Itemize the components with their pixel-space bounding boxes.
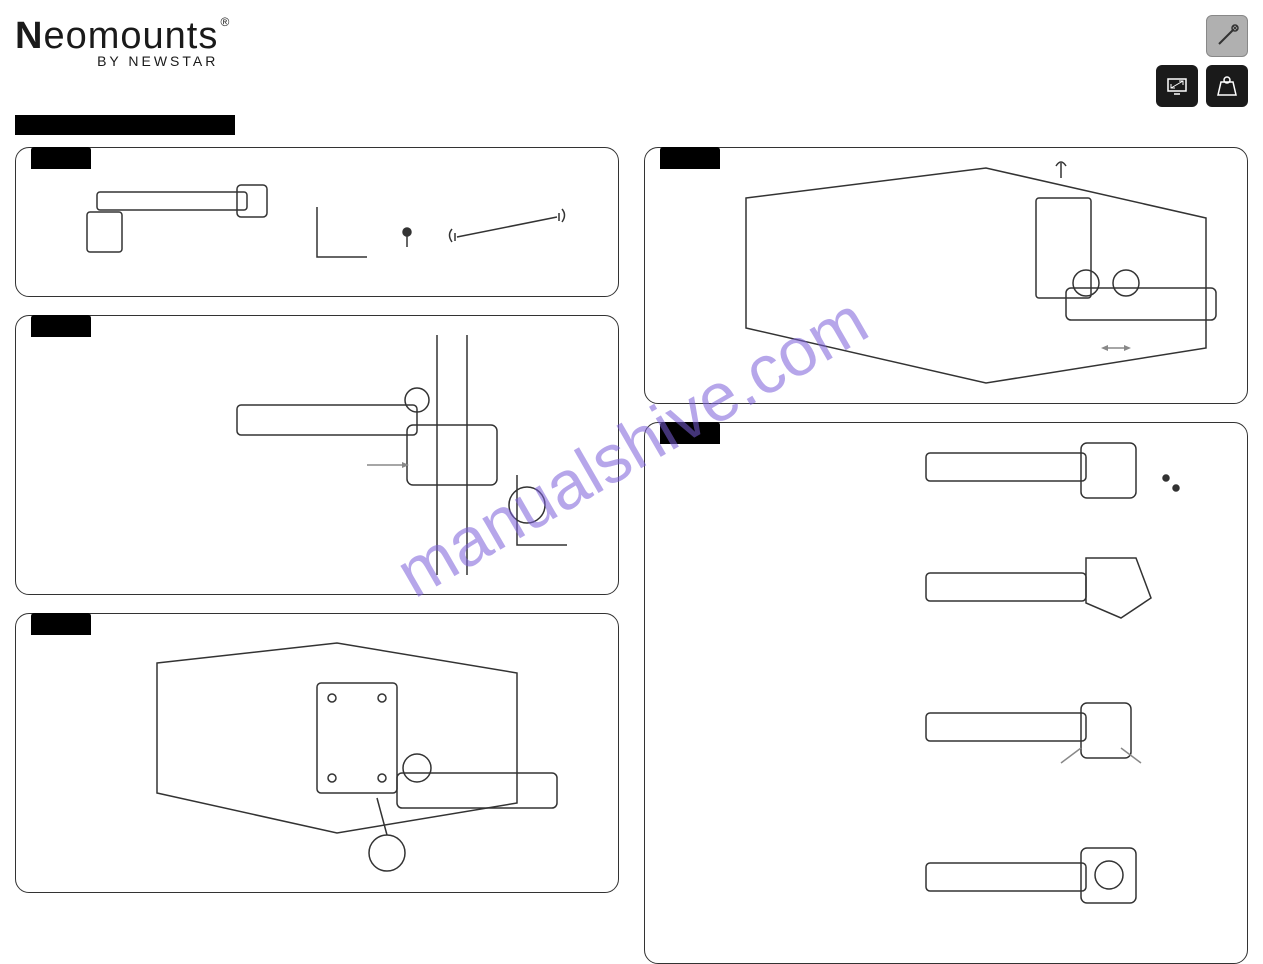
panel-step-clamp xyxy=(15,315,619,595)
title-bar xyxy=(15,115,235,135)
screwdriver-icon xyxy=(1206,15,1248,57)
info-icons xyxy=(1156,15,1248,107)
weight-icon xyxy=(1206,65,1248,107)
header: Neomounts BY NEWSTAR xyxy=(15,15,1248,107)
vesa-diagram-icon xyxy=(37,623,597,883)
panel-parts xyxy=(15,147,619,297)
mount-diagram-icon xyxy=(666,148,1226,403)
brand-initial: N xyxy=(15,15,43,57)
right-column xyxy=(644,147,1248,907)
monitor-size-icon xyxy=(1156,65,1198,107)
panel-step-mount xyxy=(644,147,1248,404)
brand-rest: eomounts xyxy=(43,15,218,57)
parts-diagram-icon xyxy=(37,157,597,287)
instruction-panels xyxy=(15,147,1248,907)
panel-step-vesa xyxy=(15,613,619,893)
panel-step-adjust xyxy=(644,422,1248,964)
adjust-diagram-icon xyxy=(666,423,1226,963)
clamp-diagram-icon xyxy=(37,325,597,585)
brand-logo: Neomounts BY NEWSTAR xyxy=(15,15,218,69)
left-column xyxy=(15,147,619,907)
brand-name: Neomounts xyxy=(15,15,218,58)
